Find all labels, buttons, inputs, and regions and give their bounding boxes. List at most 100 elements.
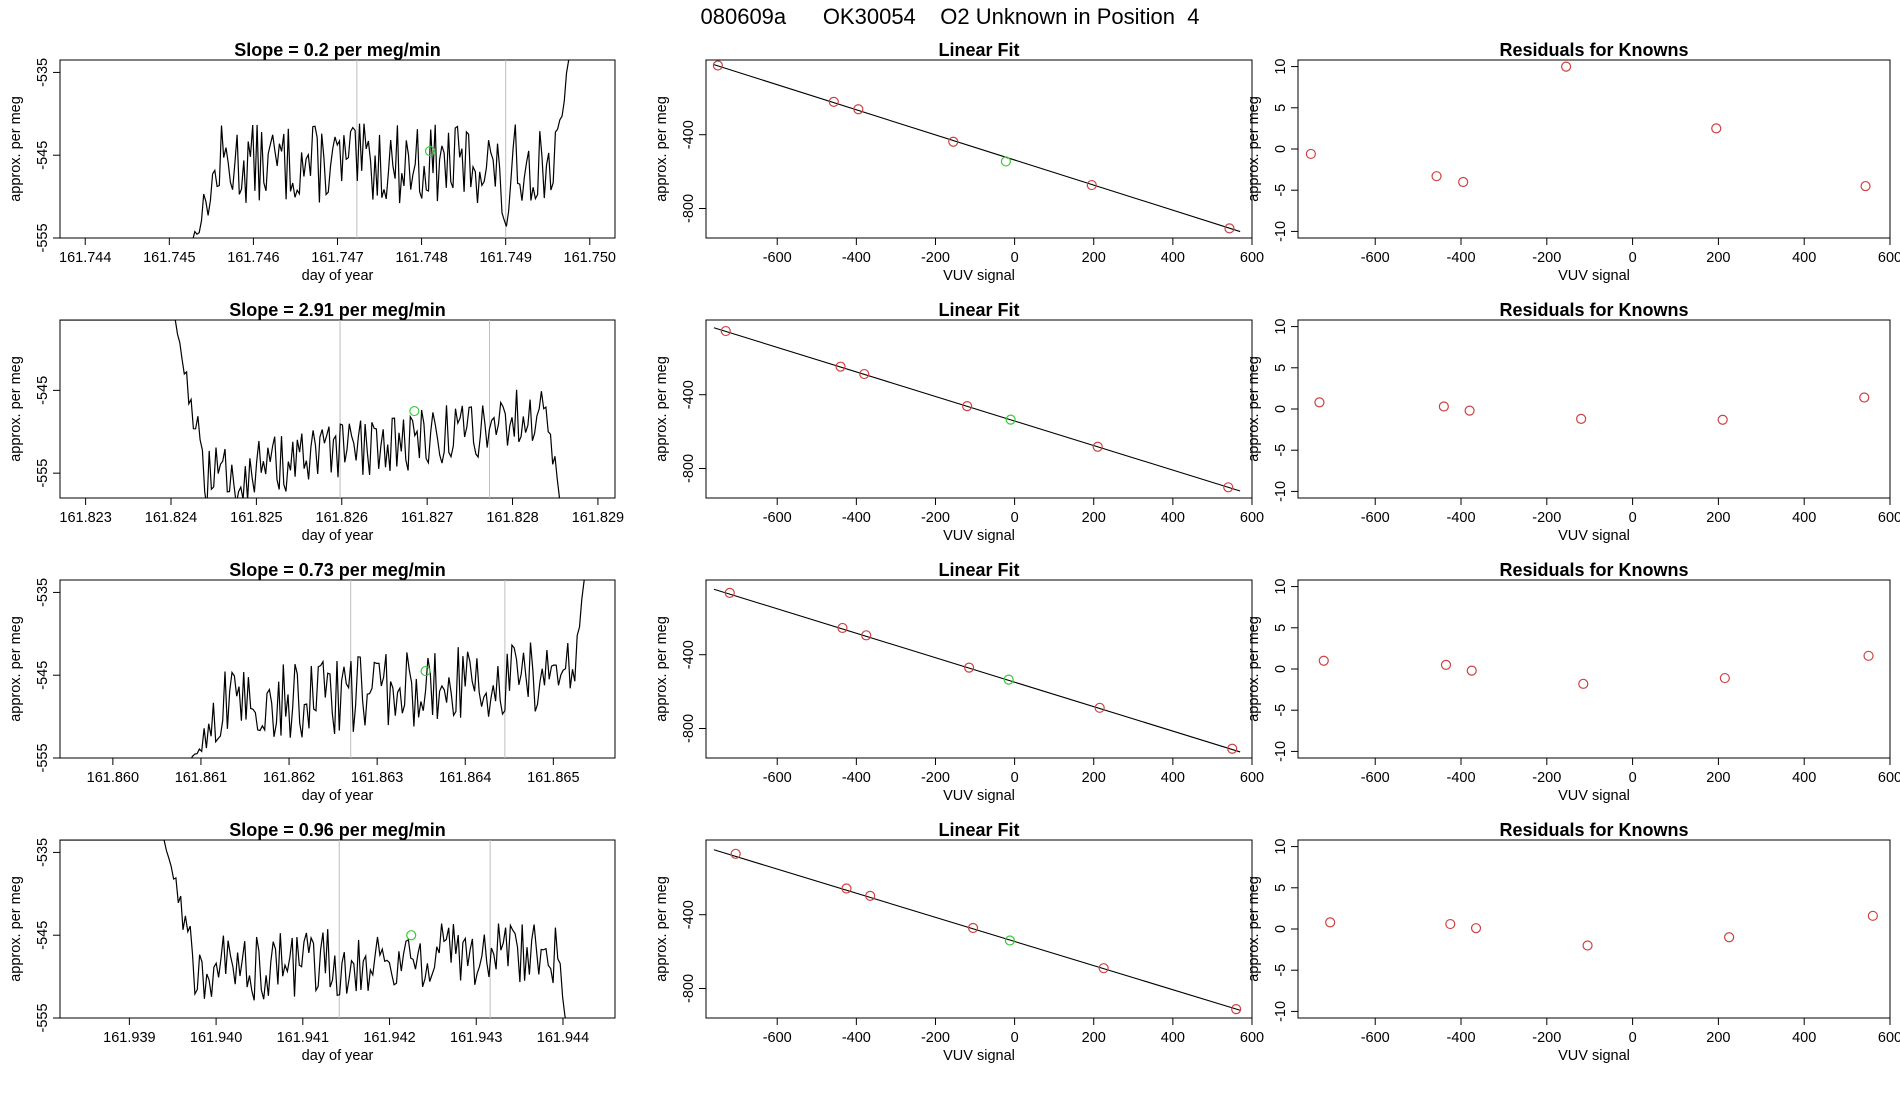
timeseries-2-unknown-point — [409, 405, 420, 417]
linear-fit-1-known-point — [828, 96, 839, 107]
residuals-1-known-point — [1305, 148, 1316, 160]
residuals-2-xtick-label: 600 — [1878, 510, 1900, 526]
residuals-2-known-point — [1438, 401, 1449, 412]
residuals-2-known-point — [1576, 413, 1587, 424]
timeseries-3-data — [190, 580, 585, 758]
timeseries-4-ytick-label: -535 — [35, 838, 51, 867]
residuals-1-data — [1305, 61, 1871, 192]
linear-fit-4-xtick-label: -400 — [842, 1030, 871, 1046]
linear-fit-1-xtick-label: -600 — [763, 250, 792, 266]
linear-fit-2-data — [713, 325, 1241, 493]
residuals-3-ytick-label: -10 — [1273, 741, 1289, 762]
timeseries-1-xtick-label: 161.744 — [59, 250, 111, 266]
linear-fit-3-xtick-label: 400 — [1161, 770, 1185, 786]
linear-fit-4-panel: Linear Fit -600 -400 -200 0 200 400 600 VUV sign… — [654, 820, 1264, 1064]
timeseries-1-ylabel: approx. per meg — [8, 96, 24, 202]
linear-fit-4-frame — [705, 839, 1253, 1019]
linear-fit-1-xtick-label: 400 — [1161, 250, 1185, 266]
timeseries-1-xtick-label: 161.747 — [311, 250, 363, 266]
timeseries-2-panel: Slope = 2.91 per meg/min 161.823 161.824 16… — [8, 300, 624, 544]
linear-fit-1-xtick-label: -200 — [921, 250, 950, 266]
residuals-2-frame — [1297, 319, 1891, 499]
residuals-2-xtick-label: -400 — [1446, 510, 1475, 526]
linear-fit-1-xtick-label: 200 — [1082, 250, 1106, 266]
residuals-2-ytick-label: 0 — [1273, 405, 1289, 413]
timeseries-1-unknown-point — [424, 145, 436, 157]
residuals-4-title: Residuals for Knowns — [1499, 820, 1688, 840]
residuals-3-known-point — [1863, 650, 1874, 661]
timeseries-3-ytick-label: -555 — [35, 743, 51, 772]
residuals-3-ylabel: approx. per meg — [1246, 616, 1262, 722]
residuals-4-xtick-label: -600 — [1361, 1030, 1390, 1046]
linear-fit-2-xtick-label: -600 — [763, 510, 792, 526]
timeseries-4-xtick-label: 161.942 — [363, 1030, 415, 1046]
linear-fit-3-frame — [705, 579, 1253, 759]
linear-fit-1-frame — [705, 59, 1253, 239]
linear-fit-3-ylabel: approx. per meg — [654, 616, 670, 722]
timeseries-4-unknown-point — [406, 930, 417, 941]
residuals-2-xtick-label: -600 — [1361, 510, 1390, 526]
residuals-4-ytick-label: -5 — [1273, 964, 1289, 977]
residuals-1-xtick-label: 600 — [1878, 250, 1900, 266]
linear-fit-3-panel: Linear Fit -600 -400 -200 0 200 400 600 VUV sign… — [654, 560, 1264, 804]
linear-fit-4-data — [713, 848, 1242, 1015]
timeseries-2-xtick-label: 161.828 — [486, 510, 538, 526]
residuals-1-xtick-label: 200 — [1706, 250, 1730, 266]
residuals-1-title: Residuals for Knowns — [1499, 40, 1688, 60]
residuals-3-data — [1318, 650, 1874, 689]
linear-fit-2-ytick-label: -400 — [681, 380, 697, 409]
timeseries-4-xtick-label: 161.944 — [537, 1030, 589, 1046]
residuals-4-ytick-label: 10 — [1273, 839, 1289, 855]
linear-fit-2-xtick-label: 0 — [1011, 510, 1019, 526]
residuals-3-known-point — [1466, 665, 1477, 676]
linear-fit-2-ytick-label: -800 — [681, 454, 697, 483]
timeseries-4-panel: Slope = 0.96 per meg/min 161.939 161.940 16… — [8, 820, 616, 1064]
timeseries-2-xlabel: day of year — [302, 528, 374, 544]
linear-fit-3-data — [713, 587, 1241, 754]
linear-fit-1-known-point — [712, 60, 723, 71]
linear-fit-2-unknown-point — [1005, 414, 1016, 425]
residuals-2-known-point — [1717, 414, 1728, 425]
timeseries-4-xtick-label: 161.940 — [190, 1030, 242, 1046]
linear-fit-2-fit-line — [713, 327, 1241, 492]
timeseries-1-series-line — [192, 60, 570, 238]
residuals-1-frame — [1297, 59, 1891, 239]
residuals-2-known-point — [1464, 405, 1475, 416]
timeseries-4-xtick-label: 161.943 — [450, 1030, 502, 1046]
timeseries-2-xtick-label: 161.823 — [59, 510, 111, 526]
linear-fit-2-xtick-label: 400 — [1161, 510, 1185, 526]
linear-fit-1-ytick-label: -800 — [681, 194, 697, 223]
linear-fit-3-known-point — [1094, 702, 1105, 713]
linear-fit-2-known-point — [859, 368, 870, 380]
residuals-2-xtick-label: 200 — [1706, 510, 1730, 526]
residuals-3-title: Residuals for Knowns — [1499, 560, 1688, 580]
linear-fit-4-known-point — [1098, 963, 1109, 974]
linear-fit-2-xtick-label: -200 — [921, 510, 950, 526]
residuals-1-xtick-label: -600 — [1361, 250, 1390, 266]
residuals-1-xlabel: VUV signal — [1558, 268, 1630, 284]
residuals-1-known-point — [1561, 61, 1572, 72]
residuals-3-xtick-label: -600 — [1361, 770, 1390, 786]
linear-fit-1-known-point — [948, 136, 959, 147]
residuals-2-xtick-label: 400 — [1792, 510, 1816, 526]
timeseries-3-xtick-label: 161.860 — [87, 770, 139, 786]
timeseries-1-ytick-label: -555 — [35, 223, 51, 252]
linear-fit-3-ytick-label: -400 — [681, 640, 697, 669]
linear-fit-1-data — [712, 60, 1241, 234]
timeseries-4-frame — [59, 839, 616, 1019]
linear-fit-2-title: Linear Fit — [938, 300, 1019, 320]
residuals-3-frame — [1297, 579, 1891, 759]
timeseries-2-xtick-label: 161.825 — [230, 510, 282, 526]
linear-fit-3-xtick-label: -600 — [763, 770, 792, 786]
timeseries-1-xtick-label: 161.748 — [395, 250, 447, 266]
timeseries-4-ytick-label: -545 — [35, 921, 51, 950]
linear-fit-1-unknown-point — [1000, 156, 1012, 167]
timeseries-4-xtick-label: 161.941 — [277, 1030, 329, 1046]
residuals-2-ylabel: approx. per meg — [1246, 356, 1262, 462]
timeseries-2-xtick-label: 161.829 — [572, 510, 624, 526]
residuals-4-known-point — [1445, 918, 1456, 930]
residuals-1-xtick-label: 400 — [1792, 250, 1816, 266]
residuals-1-panel: Residuals for Knowns -600 -400 -200 0 200 400 6… — [1246, 40, 1900, 284]
linear-fit-2-ylabel: approx. per meg — [654, 356, 670, 462]
linear-fit-4-xlabel: VUV signal — [943, 1048, 1015, 1064]
